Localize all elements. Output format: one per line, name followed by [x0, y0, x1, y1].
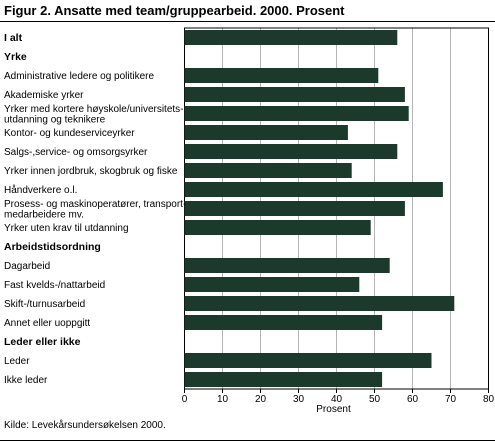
category-label: Dagarbeid — [4, 261, 50, 272]
category-label: Yrker uten krav til utdanning — [4, 223, 129, 234]
category-label: Leder — [4, 356, 30, 367]
category-label: I alt — [4, 32, 23, 44]
bar — [184, 220, 371, 235]
category-label: Håndverkere o.l. — [4, 184, 77, 196]
bar — [184, 144, 398, 159]
category-label: Arbeidstidsordning — [4, 241, 101, 253]
x-tick-label: 50 — [369, 394, 381, 405]
x-tick-label: 10 — [217, 394, 229, 405]
bar — [184, 315, 383, 330]
bar — [184, 182, 443, 197]
category-label: Administrative ledere og politikere — [4, 71, 155, 82]
bar — [184, 277, 360, 292]
bar — [184, 106, 409, 121]
source-note: Kilde: Levekårsundersøkelsen 2000. — [4, 420, 166, 431]
bar — [184, 353, 432, 368]
category-label: Annet eller uoppgitt — [4, 318, 90, 329]
bar — [184, 296, 455, 311]
bar — [184, 125, 348, 140]
category-label: Ikke leder — [4, 375, 48, 386]
title-rule — [0, 21, 495, 22]
category-label: utdanning og teknikere — [4, 114, 106, 125]
category-label: Leder eller ikke — [4, 336, 81, 348]
x-tick-label: 20 — [255, 394, 267, 405]
bar — [184, 372, 383, 387]
category-label: Salgs-,service- og omsorgsyrker — [4, 147, 148, 158]
x-axis-title: Prosent — [316, 404, 351, 415]
category-label: Fast kvelds-/nattarbeid — [4, 280, 105, 291]
category-label: medarbeidere mv. — [4, 209, 84, 220]
category-label: Akademiske yrker — [4, 90, 84, 101]
category-label: Yrke — [4, 51, 27, 63]
category-label: Prosess- og maskinoperatører, transport- — [4, 199, 186, 210]
x-tick-label: 80 — [483, 394, 495, 405]
category-label: Yrker innen jordbruk, skogbruk og fiske — [4, 166, 178, 177]
bar — [184, 163, 352, 178]
category-label: Skift-/turnusarbeid — [4, 299, 85, 310]
bar — [184, 258, 390, 273]
bar — [184, 68, 379, 83]
x-tick-label: 60 — [407, 394, 419, 405]
bar — [184, 30, 398, 45]
x-tick-label: 0 — [182, 394, 188, 405]
bar — [184, 201, 405, 216]
x-tick-label: 70 — [445, 394, 457, 405]
x-tick-label: 40 — [331, 394, 343, 405]
x-tick-label: 30 — [293, 394, 305, 405]
category-label: Kontor- og kundeserviceyrker — [4, 128, 135, 139]
category-label: Yrker med kortere høyskole/universitets- — [4, 104, 184, 115]
bar — [184, 87, 405, 102]
chart-title: Figur 2. Ansatte med team/gruppearbeid. … — [4, 3, 345, 18]
